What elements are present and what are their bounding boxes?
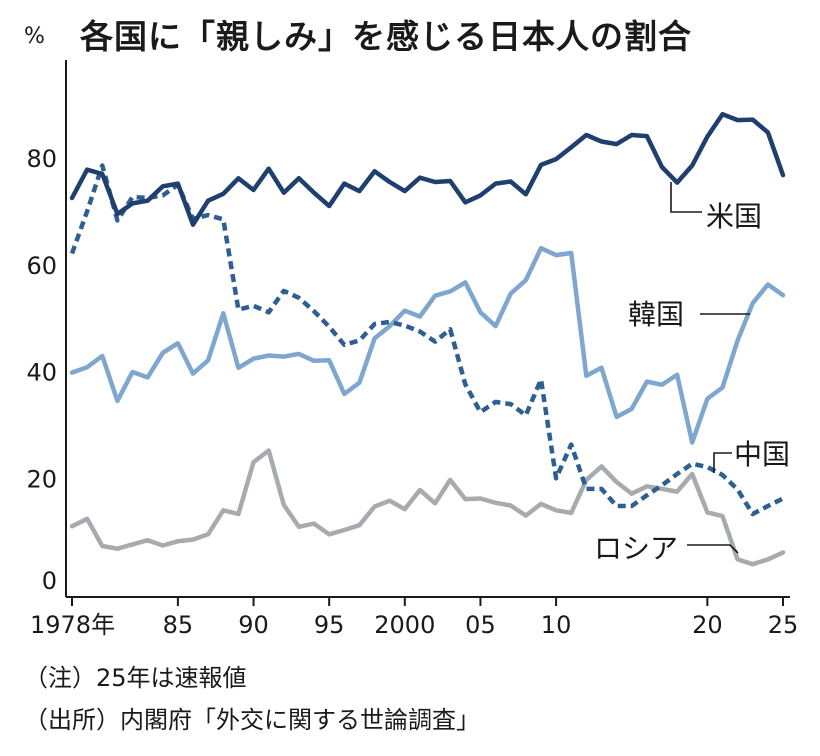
x-tick-label: 90 <box>238 611 269 639</box>
y-axis-unit: % <box>24 24 45 49</box>
leader-line-米国 <box>670 182 702 213</box>
y-tick-label: 0 <box>42 567 57 595</box>
x-tick-label: 2000 <box>374 611 435 639</box>
x-tick-label: 05 <box>465 611 496 639</box>
y-tick-label: 60 <box>26 252 57 280</box>
series-label-ロシア: ロシア <box>594 532 678 565</box>
y-tick-label: 20 <box>26 465 57 493</box>
series-line-ロシア <box>69 448 786 567</box>
x-tick-label: 20 <box>692 611 723 639</box>
series-label-韓国: 韓国 <box>628 298 684 331</box>
series-label-中国: 中国 <box>734 438 790 471</box>
source-note: （出所）内閣府「外交に関する世論調査」 <box>24 706 480 734</box>
x-tick-label: 10 <box>541 611 572 639</box>
series-line-米国 <box>69 111 786 227</box>
x-tick-label: 95 <box>314 611 345 639</box>
chart-title: 各国に「親しみ」を感じる日本人の割合 <box>80 17 692 56</box>
footnote: （注）25年は速報値 <box>24 664 247 692</box>
x-tick-label: 85 <box>163 611 194 639</box>
leader-line-中国 <box>713 452 732 473</box>
y-tick-label: 40 <box>26 359 57 387</box>
x-tick-label: 1978年 <box>30 611 115 639</box>
y-tick-label: 80 <box>26 145 57 173</box>
x-tick-label: 25 <box>768 611 799 639</box>
series-line-韓国 <box>69 245 786 445</box>
leader-line-ロシア <box>687 544 739 554</box>
series-label-米国: 米国 <box>706 200 762 233</box>
series-line-中国 <box>69 163 785 517</box>
